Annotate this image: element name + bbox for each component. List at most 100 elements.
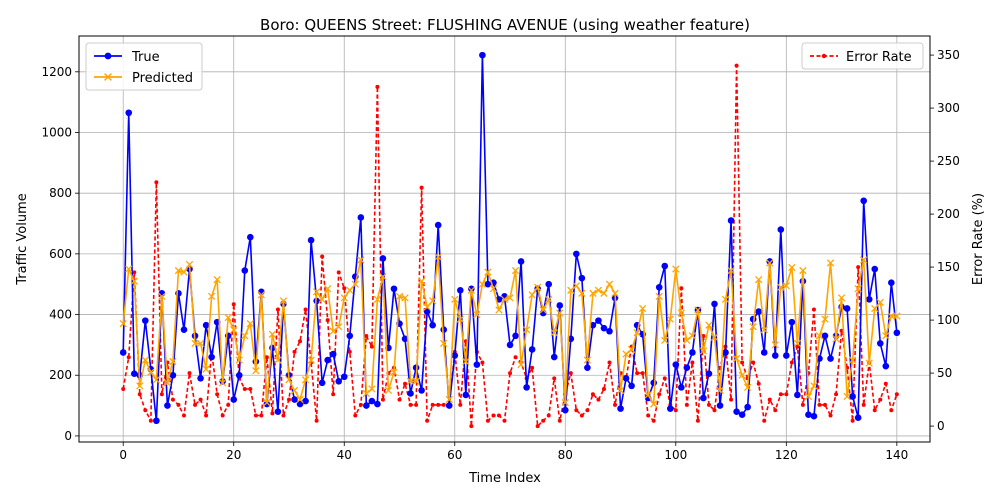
x-axis-label: Time Index: [468, 471, 541, 486]
y2-axis-ticks: 0 50 100 150 200 250 300 350: [930, 48, 960, 433]
data-point: [143, 408, 148, 413]
legend-true-label: True: [131, 50, 160, 65]
data-point: [347, 349, 352, 354]
data-point: [363, 402, 370, 409]
data-point: [782, 282, 790, 290]
data-point: [456, 315, 464, 323]
data-point: [368, 397, 376, 405]
data-point: [837, 294, 846, 302]
data-point: [788, 263, 796, 272]
data-point: [594, 286, 603, 294]
data-point: [379, 272, 387, 281]
data-point: [279, 297, 288, 305]
data-point: [395, 292, 404, 301]
data-point: [318, 379, 326, 387]
data-point: [176, 402, 181, 407]
data-point: [335, 378, 343, 385]
data-point: [180, 326, 188, 334]
data-point: [154, 180, 159, 185]
data-point: [734, 63, 739, 68]
data-point: [506, 341, 514, 349]
data-point: [202, 321, 210, 329]
data-point: [346, 286, 354, 294]
data-point: [329, 350, 337, 358]
data-point: [121, 386, 126, 391]
x-tick-label: 60: [447, 448, 462, 462]
series-line: [122, 54, 898, 422]
data-point: [495, 306, 503, 314]
data-point: [556, 302, 564, 309]
data-point: [738, 411, 746, 418]
data-point: [329, 327, 337, 335]
data-point: [346, 332, 354, 340]
data-point: [119, 319, 127, 328]
y-tick-label: 1000: [41, 125, 72, 139]
data-point: [480, 360, 485, 365]
data-point: [286, 397, 291, 402]
data-point: [865, 296, 873, 303]
data-point: [403, 381, 408, 386]
data-point: [760, 326, 768, 334]
data-point: [616, 386, 625, 395]
data-point: [215, 392, 220, 397]
data-point: [364, 333, 369, 338]
data-point: [854, 285, 862, 293]
data-point: [777, 283, 785, 291]
data-point: [755, 276, 763, 284]
data-point: [441, 402, 446, 407]
data-point: [578, 289, 586, 297]
data-point: [657, 392, 662, 397]
data-point: [434, 253, 442, 261]
data-point: [883, 381, 888, 386]
data-point: [794, 391, 801, 399]
data-point: [672, 265, 680, 273]
data-point: [672, 361, 680, 368]
data-point: [418, 387, 425, 394]
data-point: [689, 349, 696, 356]
data-point: [259, 413, 264, 418]
data-point: [219, 379, 227, 387]
y-tick-label: 800: [49, 186, 72, 200]
series-line: [122, 256, 897, 405]
data-point: [358, 402, 363, 407]
data-point: [567, 286, 575, 294]
y-tick-label: 0: [64, 429, 72, 443]
data-point: [771, 341, 779, 349]
data-point: [335, 323, 343, 331]
data-point: [170, 397, 175, 402]
data-point: [766, 259, 774, 267]
data-point: [263, 398, 271, 407]
data-point: [324, 356, 331, 364]
data-point: [485, 418, 490, 423]
legend-predicted-label: Predicted: [132, 71, 193, 86]
data-point: [303, 307, 308, 312]
data-point: [180, 268, 188, 276]
data-point: [130, 370, 138, 378]
data-point: [353, 413, 358, 418]
data-point: [826, 259, 835, 267]
data-point: [141, 356, 149, 364]
data-point: [694, 306, 702, 314]
data-point: [407, 390, 414, 397]
data-point: [119, 349, 127, 356]
data-point: [843, 392, 851, 401]
data-point: [467, 286, 476, 294]
data-point: [799, 266, 807, 275]
data-point: [125, 109, 133, 117]
data-point: [390, 285, 398, 293]
data-point: [513, 355, 518, 360]
data-point: [523, 384, 530, 391]
data-point: [241, 267, 249, 274]
data-point: [882, 332, 890, 340]
data-point: [517, 258, 525, 265]
data-point: [484, 268, 492, 276]
data-point: [252, 367, 260, 375]
data-point: [805, 411, 812, 418]
data-point: [242, 386, 247, 391]
data-point: [828, 413, 833, 418]
data-point: [130, 277, 138, 285]
data-point: [530, 365, 535, 370]
data-point: [700, 394, 707, 402]
y-axis-ticks: 0 200 400 600 800 1000 1200: [41, 65, 79, 443]
